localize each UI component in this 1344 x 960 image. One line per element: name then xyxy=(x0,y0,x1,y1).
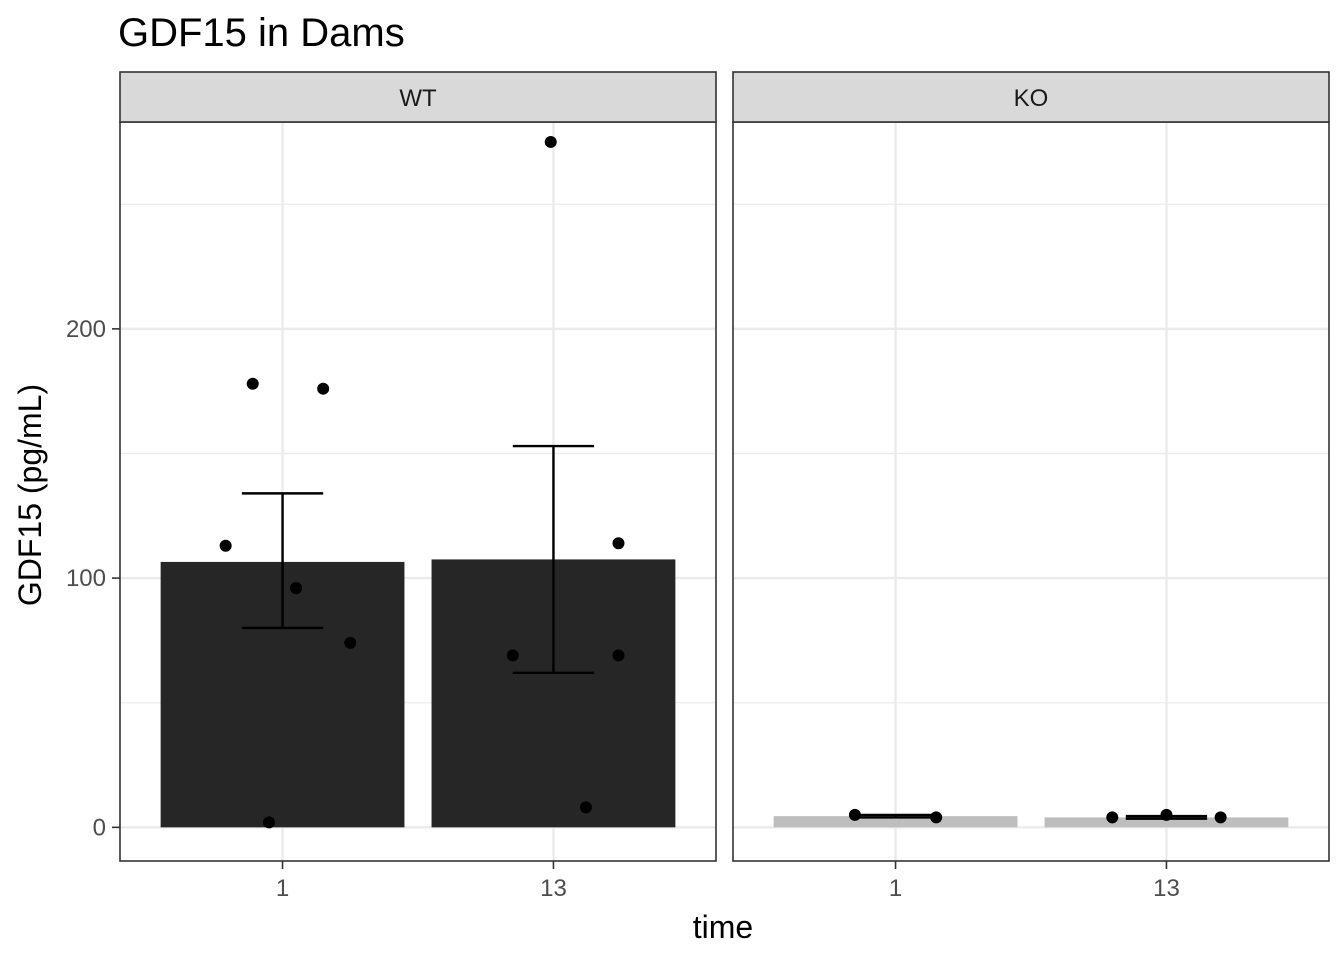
data-point xyxy=(579,801,592,814)
panel-background xyxy=(733,122,1329,861)
error-bar xyxy=(1125,814,1208,820)
data-point xyxy=(246,377,259,390)
chart-title: GDF15 in Dams xyxy=(118,11,405,55)
data-point xyxy=(1214,811,1227,824)
data-point xyxy=(1106,811,1119,824)
facet-panel-ko: KO 1 13 xyxy=(732,71,1330,902)
data-point xyxy=(612,649,625,662)
x-tick-label: 1 xyxy=(889,875,902,902)
data-point xyxy=(290,582,303,595)
data-point xyxy=(263,816,275,829)
data-point xyxy=(317,382,330,395)
bar-ko-13 xyxy=(1044,817,1289,828)
data-point xyxy=(506,649,519,662)
error-bar xyxy=(854,813,937,819)
facet-strip-label: KO xyxy=(1014,85,1049,112)
data-point xyxy=(544,135,557,148)
y-tick-label: 100 xyxy=(66,565,106,592)
y-axis: 0 100 200 xyxy=(66,316,120,841)
error-bar xyxy=(241,492,324,630)
facet-strip xyxy=(119,71,717,123)
x-tick-label: 13 xyxy=(1153,875,1180,902)
facet-panel-wt: WT 1 13 xyxy=(119,71,717,902)
facet-panels: WT 1 13 KO 1 13 xyxy=(119,71,1330,902)
x-tick-label: 1 xyxy=(276,875,289,902)
y-axis-title: GDF15 (pg/mL) xyxy=(12,384,48,606)
data-point xyxy=(344,636,357,649)
x-axis-title: time xyxy=(693,909,753,945)
facet-strip xyxy=(732,71,1330,123)
bar-ko-1 xyxy=(773,816,1018,828)
x-tick-label: 13 xyxy=(540,875,567,902)
y-tick-label: 0 xyxy=(93,814,106,841)
data-point xyxy=(612,537,625,550)
data-point xyxy=(219,539,232,552)
y-tick-label: 200 xyxy=(66,316,106,343)
facet-strip-label: WT xyxy=(399,85,437,112)
error-bar xyxy=(512,444,595,675)
